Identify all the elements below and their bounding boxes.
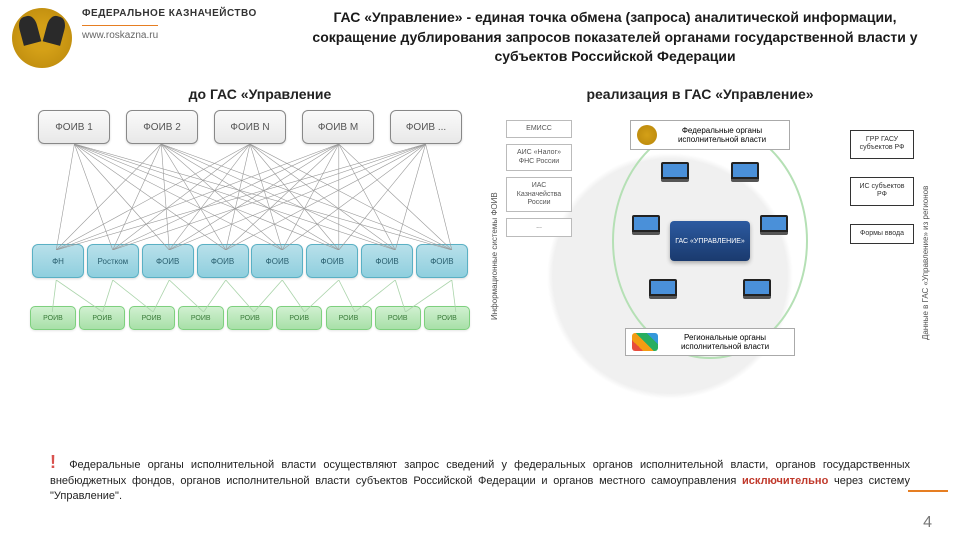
mid-node: Ростком — [87, 244, 139, 278]
slide-title: ГАС «Управление» - единая точка обмена (… — [282, 8, 948, 67]
computer-icon — [743, 279, 771, 299]
bot-node: РОИВ — [129, 306, 175, 330]
mid-nodes-row: ФНРосткомФОИВФОИВФОИВФОИВФОИВФОИВ — [28, 244, 472, 278]
page-number: 4 — [923, 514, 932, 532]
exclamation-icon: ! — [50, 452, 56, 472]
bot-nodes-row: РОИВРОИВРОИВРОИВРОИВРОИВРОИВРОИВРОИВ — [28, 306, 472, 330]
external-box: Формы ввода — [850, 224, 914, 244]
regional-label: Региональные органы исполнительной власт… — [662, 333, 788, 351]
bot-node: РОИВ — [375, 306, 421, 330]
info-system-box: ЕМИСС — [506, 120, 572, 138]
computer-icon — [649, 279, 677, 299]
regional-authorities-box: Региональные органы исполнительной власт… — [625, 328, 795, 356]
header-text: ФЕДЕРАЛЬНОЕ КАЗНАЧЕЙСТВО www.roskazna.ru — [82, 8, 282, 43]
mid-node: ФОИВ — [416, 244, 468, 278]
external-systems-column: ГРР ГАСУ субъектов РФ ИС субъектов РФ Форм… — [850, 130, 914, 244]
computer-icon — [661, 162, 689, 182]
bot-node: РОИВ — [30, 306, 76, 330]
info-system-box: АИС «Налог» ФНС России — [506, 144, 572, 171]
top-node: ФОИВ M — [302, 110, 374, 144]
map-icon — [632, 333, 658, 351]
computer-icon — [731, 162, 759, 182]
federal-label: Федеральные органы исполнительной власти — [661, 126, 783, 144]
mid-node: ФН — [32, 244, 84, 278]
external-box: ИС субъектов РФ — [850, 177, 914, 206]
bot-node: РОИВ — [326, 306, 372, 330]
subtitles-row: до ГАС «Управление реализация в ГАС «Упр… — [0, 86, 960, 102]
header: ФЕДЕРАЛЬНОЕ КАЗНАЧЕЙСТВО www.roskazna.ru… — [0, 0, 960, 72]
mid-node: ФОИВ — [197, 244, 249, 278]
external-box: ГРР ГАСУ субъектов РФ — [850, 130, 914, 159]
footer-note: ! Федеральные органы исполнительной влас… — [50, 450, 910, 504]
vertical-label-left: Информационные системы ФОИВ — [490, 160, 499, 320]
circle-area: Федеральные органы исполнительной власти… — [588, 110, 832, 372]
info-systems-column: ЕМИСС АИС «Налог» ФНС России ИАС Казначейс… — [506, 120, 572, 237]
top-node: ФОИВ 2 — [126, 110, 198, 144]
bot-node: РОИВ — [276, 306, 322, 330]
computer-icon — [760, 215, 788, 235]
info-system-box: ИАС Казначейства России — [506, 177, 572, 212]
diagram-after: Информационные системы ФОИВ Данные в ГАС… — [488, 110, 932, 382]
bot-node: РОИВ — [424, 306, 470, 330]
mid-node: ФОИВ — [142, 244, 194, 278]
diagrams-row: ФОИВ 1 ФОИВ 2 ФОИВ N ФОИВ M ФОИВ ... ФНРостк… — [0, 102, 960, 382]
federal-authorities-box: Федеральные органы исполнительной власти — [630, 120, 790, 150]
top-nodes-row: ФОИВ 1 ФОИВ 2 ФОИВ N ФОИВ M ФОИВ ... — [28, 110, 472, 144]
top-node: ФОИВ 1 — [38, 110, 110, 144]
info-system-box: ... — [506, 218, 572, 236]
mid-node: ФОИВ — [361, 244, 413, 278]
bot-node: РОИВ — [178, 306, 224, 330]
org-name: ФЕДЕРАЛЬНОЕ КАЗНАЧЕЙСТВО — [82, 8, 282, 19]
top-node: ФОИВ ... — [390, 110, 462, 144]
logo-emblem — [12, 8, 72, 68]
computer-icon — [632, 215, 660, 235]
mid-node: ФОИВ — [306, 244, 358, 278]
center-system-node: ГАС «УПРАВЛЕНИЕ» — [670, 221, 750, 261]
subtitle-before: до ГАС «Управление — [40, 86, 480, 102]
footer-highlight: исключительно — [742, 475, 828, 487]
site-url: www.roskazna.ru — [82, 25, 158, 41]
bot-node: РОИВ — [227, 306, 273, 330]
subtitle-after: реализация в ГАС «Управление» — [480, 86, 920, 102]
mesh-lines-top — [28, 144, 472, 250]
top-node: ФОИВ N — [214, 110, 286, 144]
diagram-before: ФОИВ 1 ФОИВ 2 ФОИВ N ФОИВ M ФОИВ ... ФНРостк… — [28, 110, 472, 382]
vertical-label-right: Данные в ГАС «Управление» из регионов — [921, 140, 930, 340]
accent-line — [908, 490, 948, 492]
mid-node: ФОИВ — [251, 244, 303, 278]
eagle-icon — [637, 125, 657, 145]
bot-node: РОИВ — [79, 306, 125, 330]
